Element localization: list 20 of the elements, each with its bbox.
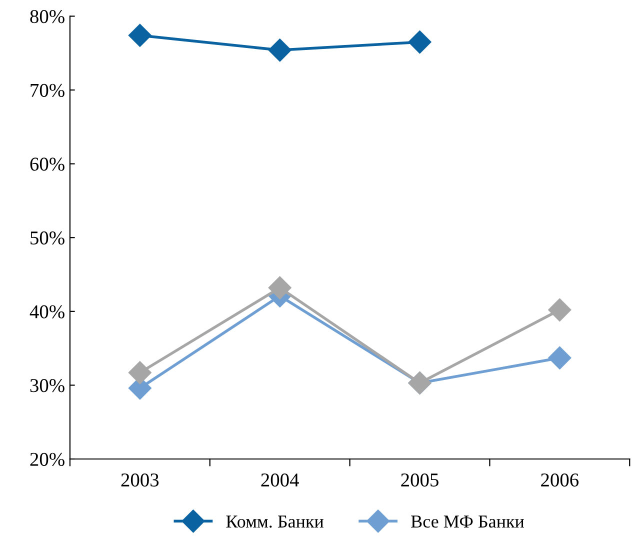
point: [548, 298, 572, 322]
legend-label: Комм. Банки: [226, 516, 324, 528]
x-tick-label: 2006: [541, 473, 579, 487]
x-tick-label: 2003: [121, 473, 159, 487]
point: [268, 276, 292, 300]
point: [548, 346, 572, 370]
y-tick-label: 30%: [30, 379, 64, 392]
legend-label: Все МФ Банки: [411, 516, 524, 528]
point: [128, 24, 152, 47]
point: [268, 38, 292, 62]
y-tick-label: 20%: [30, 452, 64, 466]
point: [128, 361, 152, 384]
y-tick-label: 70%: [30, 84, 64, 97]
x-tick-label: 2004: [261, 473, 299, 487]
y-tick-label: 60%: [30, 158, 64, 171]
y-tick-label: 40%: [30, 305, 64, 318]
point: [408, 30, 432, 54]
y-tick-label: 50%: [30, 231, 64, 245]
x-tick-label: 2005: [401, 473, 438, 487]
y-tick-label: 80%: [30, 10, 64, 24]
